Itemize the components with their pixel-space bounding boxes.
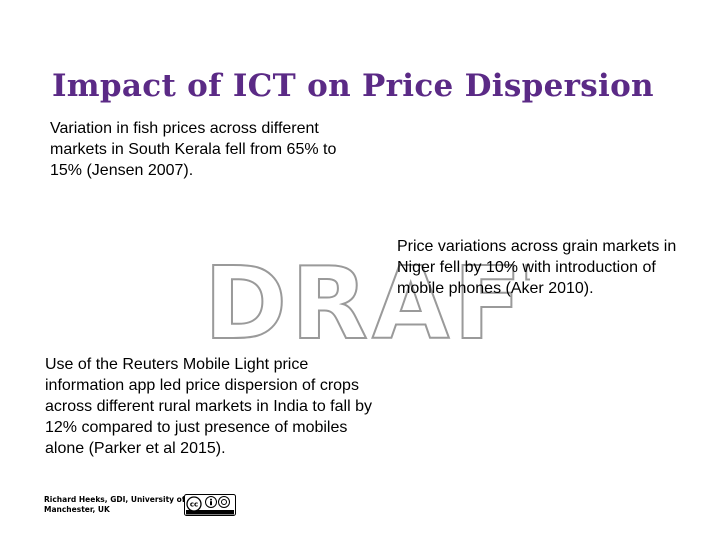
kerala-fish-text: Variation in fish prices across differen… — [50, 120, 337, 179]
author-credit: Richard Heeks, GDI, University of Manche… — [44, 495, 186, 514]
draft-watermark: DRAFT — [203, 250, 530, 350]
slide-title: Impact of ICT on Price Dispersion — [52, 68, 654, 104]
india-reuters-text: Use of the Reuters Mobile Light price in… — [45, 356, 372, 457]
creative-commons-by-icon: cc — [184, 494, 236, 516]
cc-logo-text: cc — [190, 501, 198, 509]
draft-watermark-text: DRAFT — [204, 250, 530, 350]
niger-grain-text: Price variations across grain markets in… — [397, 238, 677, 297]
